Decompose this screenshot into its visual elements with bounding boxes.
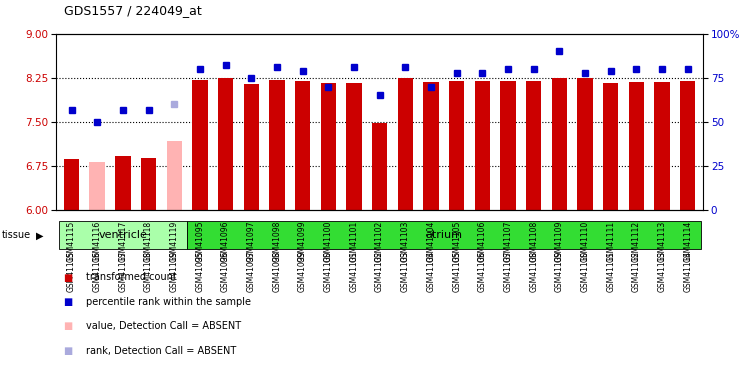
Text: GSM41110: GSM41110 — [580, 221, 589, 262]
Text: ■: ■ — [64, 346, 73, 355]
Bar — [90, 162, 105, 210]
Bar — [500, 81, 515, 210]
Bar — [577, 78, 592, 210]
Text: rank, Detection Call = ABSENT: rank, Detection Call = ABSENT — [86, 346, 236, 355]
Text: GSM41099: GSM41099 — [298, 221, 307, 262]
Bar — [141, 158, 156, 210]
Text: GSM41097: GSM41097 — [247, 221, 256, 262]
Text: ▶: ▶ — [36, 230, 43, 240]
Bar — [346, 83, 361, 210]
Text: GSM41102: GSM41102 — [375, 221, 384, 262]
Bar — [526, 81, 542, 210]
Bar — [680, 81, 696, 210]
Text: GSM41117: GSM41117 — [118, 221, 127, 262]
Bar — [244, 84, 259, 210]
Text: GSM41114: GSM41114 — [683, 221, 692, 262]
Text: GSM41106: GSM41106 — [478, 221, 487, 262]
Text: GSM41107: GSM41107 — [503, 221, 512, 262]
Bar — [269, 80, 284, 210]
Bar — [187, 221, 701, 249]
Bar — [475, 81, 490, 210]
Text: ■: ■ — [64, 273, 73, 282]
Text: GSM41115: GSM41115 — [67, 221, 76, 262]
Bar — [192, 80, 208, 210]
Text: GSM41103: GSM41103 — [401, 221, 410, 262]
Text: ■: ■ — [64, 321, 73, 331]
Text: GSM41112: GSM41112 — [632, 221, 641, 262]
Bar — [321, 83, 336, 210]
Text: GSM41100: GSM41100 — [324, 221, 333, 262]
Text: GSM41109: GSM41109 — [555, 221, 564, 262]
Text: transformed count: transformed count — [86, 273, 177, 282]
Bar — [64, 159, 79, 210]
Text: atrium: atrium — [426, 230, 462, 240]
Text: percentile rank within the sample: percentile rank within the sample — [86, 297, 251, 307]
Text: ■: ■ — [64, 297, 73, 307]
Bar — [398, 78, 413, 210]
Bar — [372, 123, 387, 210]
Bar — [58, 221, 187, 249]
Text: GDS1557 / 224049_at: GDS1557 / 224049_at — [64, 4, 201, 17]
Bar — [218, 78, 233, 210]
Text: GSM41105: GSM41105 — [452, 221, 461, 262]
Bar — [167, 141, 182, 210]
Bar — [551, 78, 567, 210]
Bar — [115, 156, 131, 210]
Text: GSM41116: GSM41116 — [93, 221, 102, 262]
Text: value, Detection Call = ABSENT: value, Detection Call = ABSENT — [86, 321, 241, 331]
Bar — [628, 82, 644, 210]
Text: GSM41119: GSM41119 — [170, 221, 179, 262]
Bar — [449, 81, 465, 210]
Bar — [603, 82, 619, 210]
Text: GSM41108: GSM41108 — [529, 221, 538, 262]
Bar — [295, 81, 310, 210]
Text: ventricle: ventricle — [99, 230, 147, 240]
Text: GSM41095: GSM41095 — [195, 221, 204, 262]
Bar — [654, 82, 669, 210]
Text: GSM41096: GSM41096 — [221, 221, 230, 262]
Text: tissue: tissue — [1, 230, 31, 240]
Text: GSM41118: GSM41118 — [144, 221, 153, 262]
Bar — [423, 82, 438, 210]
Text: GSM41113: GSM41113 — [657, 221, 666, 262]
Text: GSM41111: GSM41111 — [606, 221, 615, 262]
Text: GSM41098: GSM41098 — [272, 221, 281, 262]
Text: GSM41101: GSM41101 — [349, 221, 358, 262]
Text: GSM41104: GSM41104 — [426, 221, 435, 262]
